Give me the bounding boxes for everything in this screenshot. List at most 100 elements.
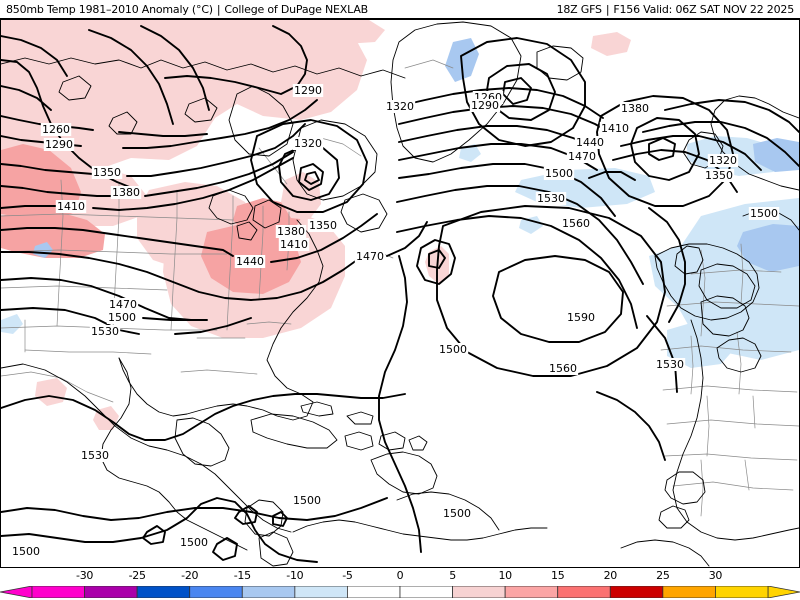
contour-label-halo (107, 298, 139, 311)
contour-label-halo (278, 238, 310, 251)
contour-label: 1500 (108, 311, 136, 324)
contour-label: 1530 (537, 192, 565, 205)
colorbar-swatch[interactable] (84, 586, 138, 598)
coastlines (1, 21, 799, 567)
contour-1560-atl (396, 215, 638, 329)
contour-label-halo (178, 536, 210, 549)
colorbar-swatch[interactable] (504, 586, 559, 598)
contour-label: 1500 (443, 507, 471, 520)
contour-1410-atl (398, 105, 799, 167)
contour-1500-carib (1, 497, 388, 521)
contour-label-halo (384, 100, 416, 113)
contour-label: 1350 (705, 169, 733, 182)
product-source: College of DuPage NEXLAB (224, 3, 368, 16)
contour-label-halo (110, 186, 142, 199)
contour-1500-tropics (1, 497, 318, 563)
anomaly-patch-cool-speck-4 (1, 314, 23, 334)
contour-label: 1260 (42, 123, 70, 136)
colorbar-swatch[interactable] (294, 586, 348, 598)
contour-label: 1410 (57, 200, 85, 213)
contour-1530-mexico (1, 393, 406, 441)
colorbar-swatch[interactable] (452, 586, 506, 598)
colorbar-tick: -10 (286, 569, 304, 582)
contour-label-halo (599, 122, 631, 135)
contour-1440 (1, 213, 378, 263)
height-contour-layer (1, 25, 799, 563)
colorbar-swatch[interactable] (399, 586, 453, 598)
contour-label: 1410 (601, 122, 629, 135)
contour-label: 1500 (439, 343, 467, 356)
contour-label: 1500 (293, 494, 321, 507)
contour-1380-closedlow (298, 163, 324, 191)
colorbar-swatch[interactable] (31, 586, 85, 598)
contour-label: 1590 (567, 311, 595, 324)
anomaly-patch-cool-med-scandi (753, 138, 799, 172)
anomaly-shading-layer (1, 20, 799, 430)
contour-1320-uk (630, 117, 700, 181)
contour-1500-w (1, 277, 208, 321)
colorbar-swatch[interactable] (609, 586, 664, 598)
map-header: 850mb Temp 1981–2010 Anomaly (°C) | Colleg… (0, 0, 800, 19)
contour-label: 1440 (576, 136, 604, 149)
colorbar-tick: 0 (396, 569, 404, 582)
colorbar-swatch[interactable] (557, 586, 611, 598)
contour-label-halo (89, 325, 121, 338)
contour-label-halo (275, 225, 307, 238)
contour-label-halo (707, 154, 739, 167)
contour-label: 1350 (93, 166, 121, 179)
contour-label-halo (437, 343, 469, 356)
contour-label-halo (292, 84, 324, 97)
contour-label-halo (234, 255, 266, 268)
colorbar-swatch[interactable] (662, 586, 716, 598)
contour-label-halo (566, 150, 598, 163)
colorbar-swatch[interactable] (715, 586, 769, 598)
contour-label: 1380 (621, 102, 649, 115)
contour-label-halo (79, 449, 111, 462)
contour-label: 1560 (562, 217, 590, 230)
contour-1320-uk-inner (648, 137, 676, 161)
contour-label-halo (354, 250, 386, 263)
contour-label: 1530 (656, 358, 684, 371)
anomaly-patch-cool-med-europe (737, 224, 799, 272)
anomaly-patch-cool-speck-2 (519, 216, 543, 234)
colorbar-swatch[interactable] (347, 586, 401, 598)
colorbar-tick: -20 (181, 569, 199, 582)
contour-1560-high-outer (436, 205, 666, 377)
forecast-valid-time: F156 Valid: 06Z SAT NOV 22 2025 (613, 3, 794, 16)
contour-1530-w (1, 307, 252, 335)
contour-label-halo (55, 200, 87, 213)
model-run: 18Z GFS (556, 3, 602, 16)
contour-1320-b (164, 25, 308, 95)
colorbar-swatch[interactable] (189, 586, 243, 598)
contour-label: 1500 (180, 536, 208, 549)
colorbar[interactable]: -30 -25 -20 -15 -10 -5 0 5 10 15 20 25 30 (0, 568, 800, 600)
contour-1380-atl (398, 87, 799, 133)
contour-label-halo (748, 207, 780, 220)
contour-label: 1380 (277, 225, 305, 238)
map-canvas[interactable]: 1260 1290 1350 1380 1410 1290 1320 1320 1260 1290… (0, 19, 800, 568)
contour-label-halo (560, 217, 592, 230)
contour-label: 1290 (294, 84, 322, 97)
contour-label-halo (40, 123, 72, 136)
contour-1440-atl (398, 125, 762, 171)
anomaly-patch-cool-speck-1 (459, 144, 481, 162)
colorbar-tick: -30 (76, 569, 94, 582)
contour-1320-closedlow-outer (250, 119, 368, 213)
contour-label: 1500 (545, 167, 573, 180)
contour-label-layer: 1260129013501380141012901320132012601290… (10, 84, 780, 558)
contour-label: 1320 (386, 100, 414, 113)
colorbar-tick: -5 (342, 569, 353, 582)
contour-1500-africa (648, 207, 686, 323)
colorbar-tick: -25 (128, 569, 146, 582)
anomaly-patch-warm-med-plains (1, 210, 105, 258)
map-svg: 1260129013501380141012901320132012601290… (1, 20, 799, 567)
colorbar-swatch[interactable] (241, 586, 296, 598)
contour-1260-baffin-inner (502, 77, 532, 105)
header-left-text: 850mb Temp 1981–2010 Anomaly (°C) | Colleg… (6, 3, 368, 16)
colorbar-swatch[interactable] (136, 586, 191, 598)
contour-label-halo (291, 494, 323, 507)
contour-small-ring-1 (234, 505, 258, 525)
contour-1470-w (1, 221, 428, 301)
colorbar-swatches[interactable] (0, 586, 800, 598)
contour-label: 1320 (709, 154, 737, 167)
